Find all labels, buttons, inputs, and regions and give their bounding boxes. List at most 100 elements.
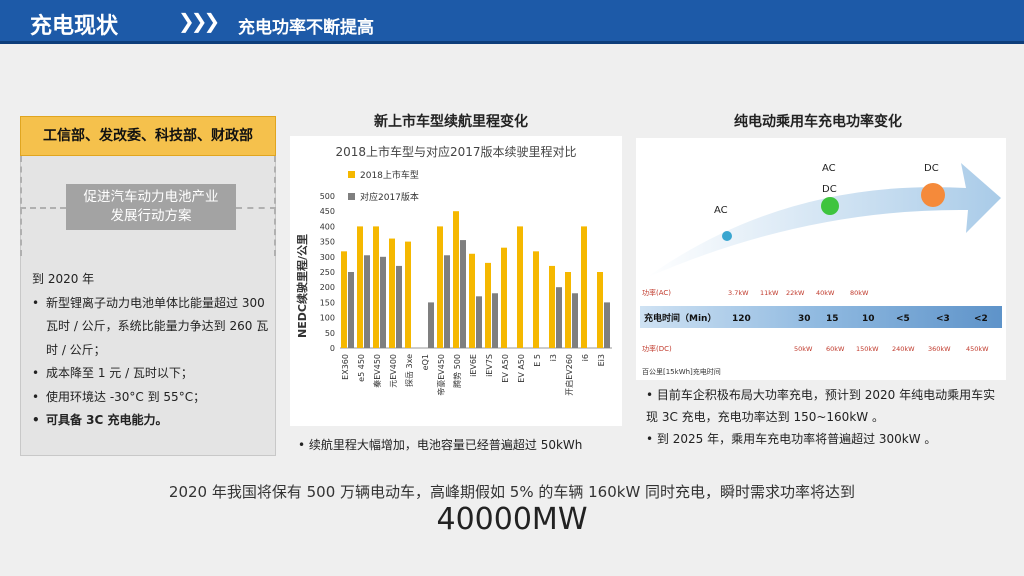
x-tick-label: EX360 <box>341 354 350 380</box>
goal-intro: 到 2020 年 <box>32 272 95 286</box>
bar-2018 <box>549 265 555 348</box>
y-tick-label: 100 <box>320 314 335 323</box>
bar-2017 <box>444 255 450 348</box>
dcvals-value: 60kW <box>826 345 845 353</box>
action-plan-box: 促进汽车动力电池产业 发展行动方案 <box>66 184 236 230</box>
x-tick-label: i6 <box>581 354 590 361</box>
goal-item: 可具备 3C 充电能力。 <box>32 409 272 433</box>
timevals-value: <2 <box>974 314 988 324</box>
timevals-value: <3 <box>936 314 950 324</box>
plan-line-2: 发展行动方案 <box>110 208 192 224</box>
bar-2018 <box>357 226 363 348</box>
acvals-value: 80kW <box>850 289 869 297</box>
power-note-2-text: 到 2025 年，乘用车充电功率将普遍超过 300kW 。 <box>656 432 937 446</box>
dcvals-value: 450kW <box>966 345 989 353</box>
x-tick-label: 开启EV260 <box>564 354 574 396</box>
label-dc-1: DC <box>822 184 837 195</box>
bar-2018 <box>597 272 603 348</box>
charge-time-bar <box>640 306 1002 328</box>
goal-item: 新型锂离子动力电池单体比能量超过 300 瓦时 / 公斤，系统比能量力争达到 2… <box>32 292 272 363</box>
bar-2018 <box>469 253 475 348</box>
acvals-value: 40kW <box>816 289 835 297</box>
bar-2018 <box>405 241 411 348</box>
legend-swatch <box>348 193 355 200</box>
x-tick-label: e5 450 <box>357 354 366 382</box>
x-tick-label: E 5 <box>533 354 542 367</box>
bar-2018 <box>485 262 491 348</box>
charging-power-diagram: AC AC DC DC 功率(AC) 3.7kW 11kW 22kW 40kW 80kW… <box>636 138 1006 380</box>
y-tick-label: 450 <box>320 207 335 216</box>
chevron-right-icon: ❯❯❯ <box>178 9 220 33</box>
range-section-title: 新上市车型续航里程变化 <box>374 114 528 130</box>
bar-2018 <box>453 211 459 348</box>
bar-2017 <box>428 302 434 348</box>
goal-item: 使用环境达 -30°C 到 55°C； <box>32 386 272 410</box>
timevals-value: 10 <box>862 314 875 324</box>
label-ac-1: AC <box>714 205 728 216</box>
ac-dot-small <box>722 231 732 241</box>
bar-2018 <box>581 226 587 348</box>
diagram-footnote: 百公里[15kWh]充电时间 <box>642 367 721 376</box>
departments-label: 工信部、发改委、科技部、财政部 <box>20 116 276 156</box>
bar-2017 <box>364 255 370 348</box>
label-dc-2: DC <box>924 163 939 174</box>
y-axis-label: NEDC续驶里程/公里 <box>295 234 309 338</box>
dc-dot-medium <box>821 197 839 215</box>
x-tick-label: EV A50 <box>517 354 526 383</box>
x-tick-label: 腾势 500 <box>452 354 462 388</box>
bar-2017 <box>348 272 354 348</box>
bar-2017 <box>460 240 466 348</box>
bar-2018 <box>437 226 443 348</box>
plan-line-1: 促进汽车动力电池产业 <box>83 189 219 205</box>
y-tick-label: 200 <box>320 283 335 292</box>
bar-2018 <box>565 272 571 348</box>
legend-label: 对应2017版本 <box>360 191 419 203</box>
x-tick-label: 元EV400 <box>389 354 398 388</box>
bar-2018 <box>373 226 379 348</box>
chart-title: 2018上市车型与对应2017版本续驶里程对比 <box>335 144 576 159</box>
page-title: 充电现状 <box>30 14 119 39</box>
bar-2018 <box>389 238 395 348</box>
dcvals-value: 50kW <box>794 345 813 353</box>
summary-sentence: 2020 年我国将保有 500 万辆电动车，高峰期假如 5% 的车辆 160kW… <box>168 483 856 501</box>
acvals-value: 11kW <box>760 289 779 297</box>
x-tick-label: 探岳 3xe <box>404 354 414 387</box>
bar-2017 <box>604 302 610 348</box>
y-tick-label: 350 <box>320 238 335 247</box>
bar-2017 <box>572 293 578 348</box>
bar-2017 <box>556 287 562 348</box>
goal-item: 成本降至 1 元 / 瓦时以下； <box>32 362 272 386</box>
power-diagram-svg: AC AC DC DC 功率(AC) 3.7kW 11kW 22kW 40kW 80kW… <box>640 163 1002 376</box>
peak-demand-value: 40000MW <box>436 502 588 537</box>
bar-2018 <box>501 247 507 348</box>
power-note-1: • 目前车企积极布局大功率充电，预计到 2020 年纯电动乘用车实现 3C 充电… <box>646 388 996 424</box>
dcvals-value: 360kW <box>928 345 951 353</box>
dashed-line-left <box>20 207 66 209</box>
y-tick-label: 500 <box>320 192 335 201</box>
timevals-value: 30 <box>798 314 811 324</box>
x-tick-label: Ei3 <box>597 354 606 366</box>
power-section-title: 纯电动乘用车充电功率变化 <box>734 114 902 130</box>
dcvals-value: 150kW <box>856 345 879 353</box>
page-subtitle: 充电功率不断提高 <box>238 18 374 38</box>
dashed-connector <box>20 156 276 256</box>
power-dc-label: 功率(DC) <box>642 344 672 353</box>
bar-2017 <box>380 256 386 348</box>
charge-time-label: 充电时间（Min） <box>644 312 716 324</box>
acvals-value: 3.7kW <box>728 289 749 297</box>
growth-arrow <box>646 163 1001 278</box>
power-note-2: • 到 2025 年，乘用车充电功率将普遍超过 300kW 。 <box>646 432 937 446</box>
y-tick-label: 300 <box>320 253 335 262</box>
acvals-value: 22kW <box>786 289 805 297</box>
y-tick-label: 250 <box>320 268 335 277</box>
x-tick-label: 帝豪EV450 <box>436 354 446 396</box>
label-ac-2: AC <box>822 163 836 174</box>
x-tick-label: EV A50 <box>501 354 510 383</box>
legend-swatch <box>348 171 355 178</box>
x-tick-label: 秦EV450 <box>372 354 382 388</box>
power-notes: • 目前车企积极布局大功率充电，预计到 2020 年纯电动乘用车实现 3C 充电… <box>646 384 1006 450</box>
x-tick-label: eQ1 <box>421 354 430 370</box>
header-bar: 充电现状 ❯❯❯ 充电功率不断提高 <box>0 0 1024 44</box>
y-tick-label: 50 <box>325 329 335 338</box>
legend-label: 2018上市车型 <box>360 169 419 181</box>
